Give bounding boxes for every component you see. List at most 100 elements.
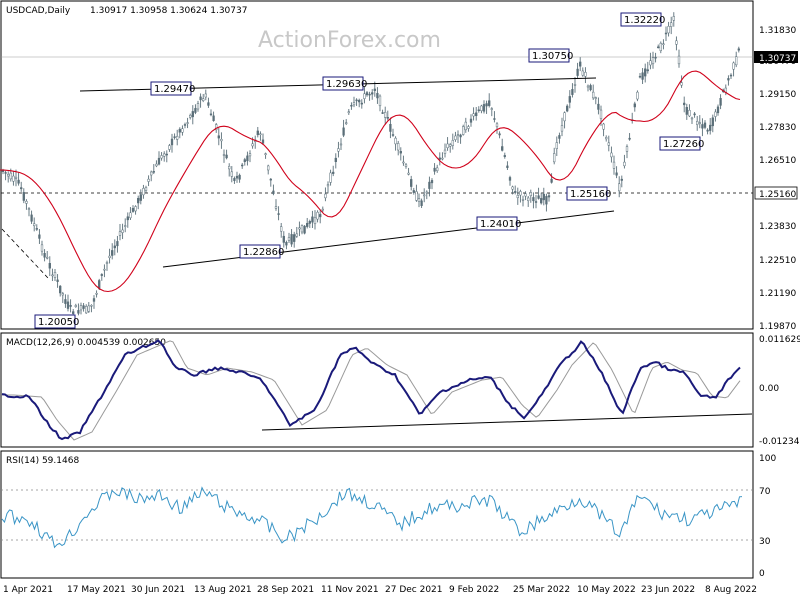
candle-body-208	[542, 193, 545, 201]
candle-body-107	[280, 226, 283, 232]
candle-body-233	[607, 142, 610, 146]
candle-body-137	[358, 99, 361, 103]
annotation-1-32220: 1.32220	[620, 12, 665, 27]
candle-body-259	[675, 40, 678, 45]
candle-body-243	[633, 103, 636, 108]
candle-body-124	[324, 193, 327, 199]
rsi-label: RSI(14) 59.1468	[6, 456, 79, 466]
candle-body-94	[246, 155, 249, 162]
macd-tick: -0.012348	[759, 437, 800, 447]
candle-body-199	[519, 191, 522, 196]
macd-line	[1, 339, 741, 441]
candle-body-142	[371, 92, 374, 95]
symbol-label: USDCAD,Daily	[6, 6, 71, 16]
date-tick: 8 Aug 2022	[705, 585, 757, 595]
candle-body-12	[33, 223, 36, 227]
candle-body-7	[20, 187, 23, 190]
watermark: ActionForex.com	[258, 28, 441, 53]
date-tick: 11 Nov 2021	[321, 585, 379, 595]
candle-body-76	[199, 96, 202, 101]
candle-body-117	[306, 222, 309, 227]
svg-text:1.20050: 1.20050	[38, 317, 79, 328]
candle-body-197	[514, 191, 517, 193]
candle-body-148	[386, 116, 389, 119]
candle-body-81	[212, 115, 215, 121]
candle-body-244	[636, 91, 639, 100]
candle-body-281	[732, 62, 735, 70]
annotation-1-24010: 1.24010	[476, 216, 521, 231]
candle-body-84	[220, 138, 223, 142]
candle-body-83	[217, 135, 220, 139]
candle-body-182	[475, 112, 478, 117]
candle-body-91	[238, 174, 241, 180]
candle-body-166	[433, 167, 436, 172]
candle-body-178	[464, 121, 467, 131]
candle-body-48	[126, 216, 129, 221]
price-tick: 1.21190	[759, 289, 796, 299]
candle-body-235	[612, 161, 616, 169]
candle-body-211	[550, 178, 553, 183]
candle-body-157	[410, 179, 413, 187]
macd-tick: 0.011629	[759, 335, 800, 345]
candle-body-255	[664, 32, 668, 35]
candle-body-246	[641, 72, 644, 80]
candle-body-17	[46, 256, 49, 259]
candle-body-49	[129, 212, 132, 219]
candle-body-267	[696, 121, 699, 125]
candle-body-251	[654, 56, 657, 59]
candle-body-120	[313, 217, 317, 225]
moving-average-line	[0, 70, 741, 293]
candle-body-67	[176, 136, 179, 140]
rsi-tick: 100	[759, 454, 776, 464]
candle-body-229	[597, 103, 600, 110]
candle-body-108	[282, 235, 285, 243]
price-tick: 1.29150	[759, 90, 796, 100]
candle-body-121	[316, 211, 319, 220]
candle-body-190	[495, 123, 499, 128]
candle-body-202	[527, 197, 530, 201]
annotation-1-29630: 1.29630	[322, 76, 367, 91]
candle-body-133	[347, 111, 350, 114]
candle-body-92	[241, 164, 244, 167]
candle-body-78	[204, 93, 207, 98]
candle-body-45	[118, 231, 122, 236]
candle-body-216	[563, 112, 566, 122]
candle-body-195	[508, 177, 512, 181]
candle-body-10	[27, 208, 31, 210]
candle-body-145	[378, 95, 382, 107]
candle-body-139	[363, 93, 366, 99]
candle-body-177	[462, 126, 465, 135]
candle-body-264	[688, 109, 691, 117]
candle-body-192	[501, 146, 504, 151]
candle-body-253	[659, 42, 662, 51]
candle-body-187	[488, 100, 491, 106]
candle-body-186	[485, 103, 488, 107]
price-tick: 1.19870	[759, 322, 796, 332]
price-axis: 1.31830 1.30470 1.29150 1.27830 1.26510 …	[759, 26, 796, 332]
candle-body-144	[376, 92, 379, 99]
candle-body-252	[657, 46, 660, 49]
candle-body-210	[547, 195, 551, 198]
candle-body-180	[469, 118, 473, 123]
date-tick: 25 Mar 2022	[513, 585, 570, 595]
candle-body-128	[334, 157, 337, 162]
candle-body-153	[399, 151, 402, 154]
candle-body-3	[9, 172, 12, 180]
candle-body-221	[576, 68, 579, 76]
candle-body-29	[77, 310, 80, 314]
candle-body-9	[25, 200, 28, 204]
date-tick: 23 Jun 2022	[641, 585, 695, 595]
candle-body-73	[191, 111, 194, 118]
annotation-1-27260: 1.27260	[659, 136, 704, 151]
candle-body-13	[35, 228, 38, 230]
candle-body-225	[586, 85, 590, 88]
candle-body-54	[142, 188, 145, 196]
candle-body-70	[183, 124, 187, 126]
candle-body-59	[155, 163, 158, 167]
candle-body-39	[103, 268, 106, 271]
candle-body-282	[735, 56, 738, 66]
candle-body-183	[477, 109, 480, 112]
candle-body-115	[300, 225, 304, 233]
price-tick: 1.31830	[759, 26, 796, 36]
